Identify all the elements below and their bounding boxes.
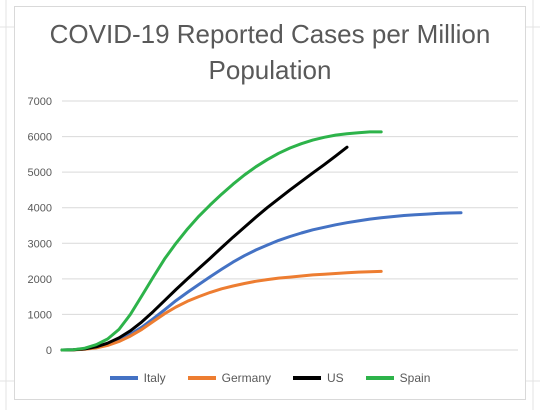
legend-swatch-italy bbox=[109, 376, 138, 380]
legend-item-germany: Germany bbox=[187, 371, 271, 385]
legend-swatch-germany bbox=[187, 376, 216, 380]
chart-area[interactable] bbox=[14, 6, 526, 400]
y-tick-label-1000: 1000 bbox=[28, 309, 52, 321]
series-line-italy[interactable] bbox=[60, 211, 463, 352]
series-line-spain[interactable] bbox=[60, 130, 383, 352]
y-tick-label-3000: 3000 bbox=[28, 238, 52, 250]
legend-item-italy: Italy bbox=[109, 371, 166, 385]
legend-label-italy: Italy bbox=[143, 371, 166, 385]
y-tick-label-4000: 4000 bbox=[28, 203, 52, 215]
chart-title-line-2: Population bbox=[208, 55, 332, 85]
y-tick-label-7000: 7000 bbox=[28, 96, 52, 108]
chart-title: COVID-19 Reported Cases per Million Popu… bbox=[30, 16, 510, 88]
y-tick-label-2000: 2000 bbox=[28, 274, 52, 286]
legend-swatch-spain bbox=[365, 376, 394, 380]
y-tick-label-0: 0 bbox=[46, 345, 52, 357]
legend-label-spain: Spain bbox=[399, 371, 431, 385]
y-tick-label-5000: 5000 bbox=[28, 167, 52, 179]
legend-swatch-us bbox=[293, 376, 321, 380]
legend-item-us: US bbox=[293, 371, 344, 385]
legend-label-us: US bbox=[327, 371, 344, 385]
series-line-germany[interactable] bbox=[60, 269, 383, 352]
series-line-us[interactable] bbox=[60, 145, 349, 352]
chart-legend: Italy Germany US Spain bbox=[0, 371, 540, 385]
legend-item-spain: Spain bbox=[365, 371, 431, 385]
chart-title-line-1: COVID-19 Reported Cases per Million bbox=[49, 19, 491, 49]
legend-label-germany: Germany bbox=[221, 371, 271, 385]
y-tick-label-6000: 6000 bbox=[28, 132, 52, 144]
